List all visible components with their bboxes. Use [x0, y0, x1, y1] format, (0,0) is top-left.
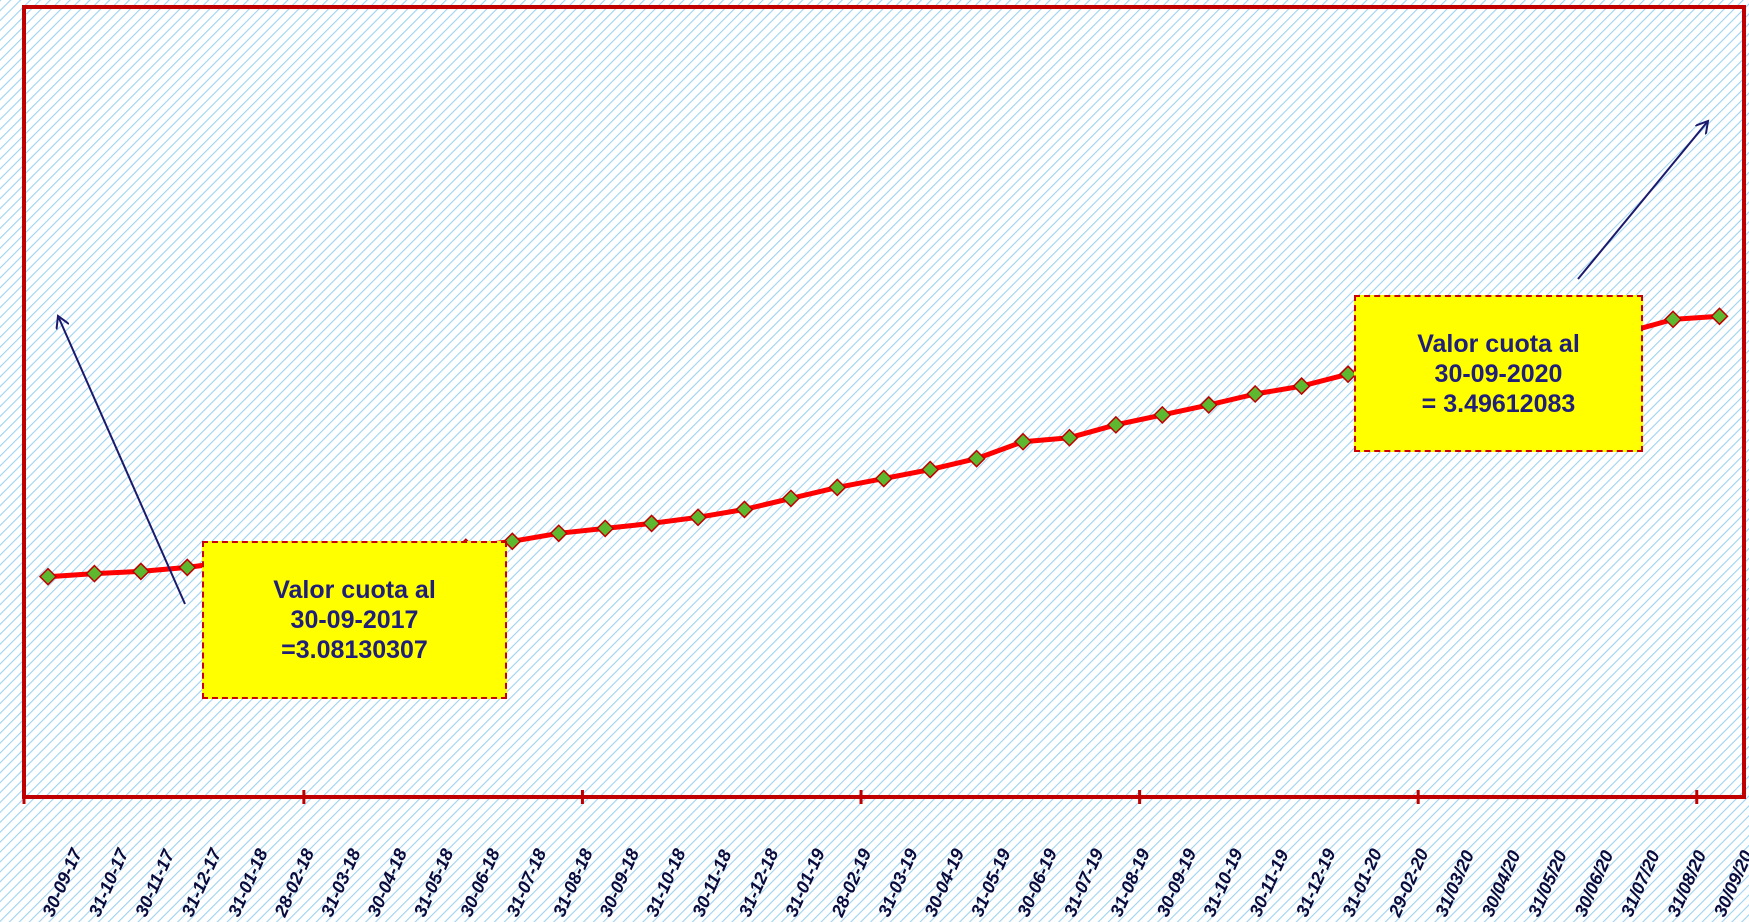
data-point [131, 562, 150, 581]
data-point [781, 489, 800, 508]
annotation-left: Valor cuota al 30-09-2017 =3.08130307 [202, 541, 507, 699]
data-point [549, 524, 568, 543]
data-point [735, 500, 754, 519]
plot-area-border [22, 5, 1746, 799]
data-point [874, 469, 893, 488]
annotation-arrow-right [1577, 121, 1708, 280]
data-point [596, 519, 615, 538]
data-point [1338, 365, 1358, 384]
data-point [1060, 428, 1079, 447]
data-point [921, 460, 940, 479]
data-point [1153, 405, 1172, 424]
data-point [503, 532, 522, 551]
annotation-left-line3: =3.08130307 [281, 636, 428, 664]
data-point [1106, 415, 1125, 434]
annotation-right-line1: Valor cuota al [1417, 329, 1580, 358]
annotation-right-line3: = 3.49612083 [1421, 389, 1576, 418]
data-point [642, 514, 661, 533]
data-point [828, 478, 847, 497]
data-point [688, 508, 708, 527]
data-point [1710, 307, 1729, 326]
annotation-left-line2: 30-09-2017 [290, 606, 419, 634]
data-point [38, 567, 58, 586]
annotation-left-line1: Valor cuota al [273, 576, 436, 604]
data-point [1292, 377, 1311, 396]
data-point [967, 449, 986, 468]
data-point [1199, 395, 1218, 414]
annotation-right: Valor cuota al 30-09-2020 = 3.49612083 [1354, 295, 1643, 452]
data-point [1246, 384, 1265, 404]
annotation-arrow-left [58, 316, 186, 605]
data-point [178, 558, 197, 577]
data-point [85, 564, 104, 583]
data-point [1013, 432, 1033, 451]
annotation-right-line2: 30-09-2020 [1434, 359, 1563, 388]
data-point [1663, 310, 1683, 329]
